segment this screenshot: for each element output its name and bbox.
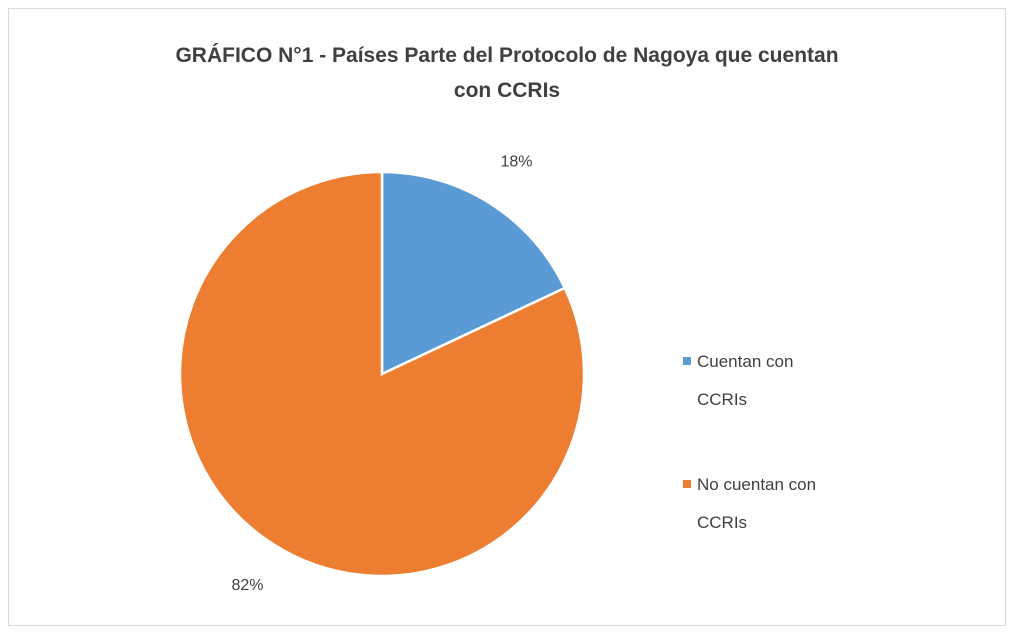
legend-label: Cuentan con CCRIs xyxy=(697,352,794,409)
legend-entry: No cuentan con CCRIs xyxy=(683,466,837,542)
data-label: 82% xyxy=(231,577,263,594)
chart-frame xyxy=(8,8,1006,626)
legend-label: No cuentan con CCRIs xyxy=(697,475,817,532)
chart-title: GRÁFICO N°1 - Países Parte del Protocolo… xyxy=(175,44,839,102)
legend-swatch xyxy=(683,480,691,488)
legend-swatch xyxy=(683,357,691,365)
pie-slice xyxy=(178,170,586,578)
legend-entry: Cuentan con CCRIs xyxy=(683,343,837,419)
pie-slice xyxy=(380,170,567,376)
legend: Cuentan con CCRIs No cuentan con CCRIs xyxy=(683,343,837,589)
data-label: 18% xyxy=(500,153,532,170)
